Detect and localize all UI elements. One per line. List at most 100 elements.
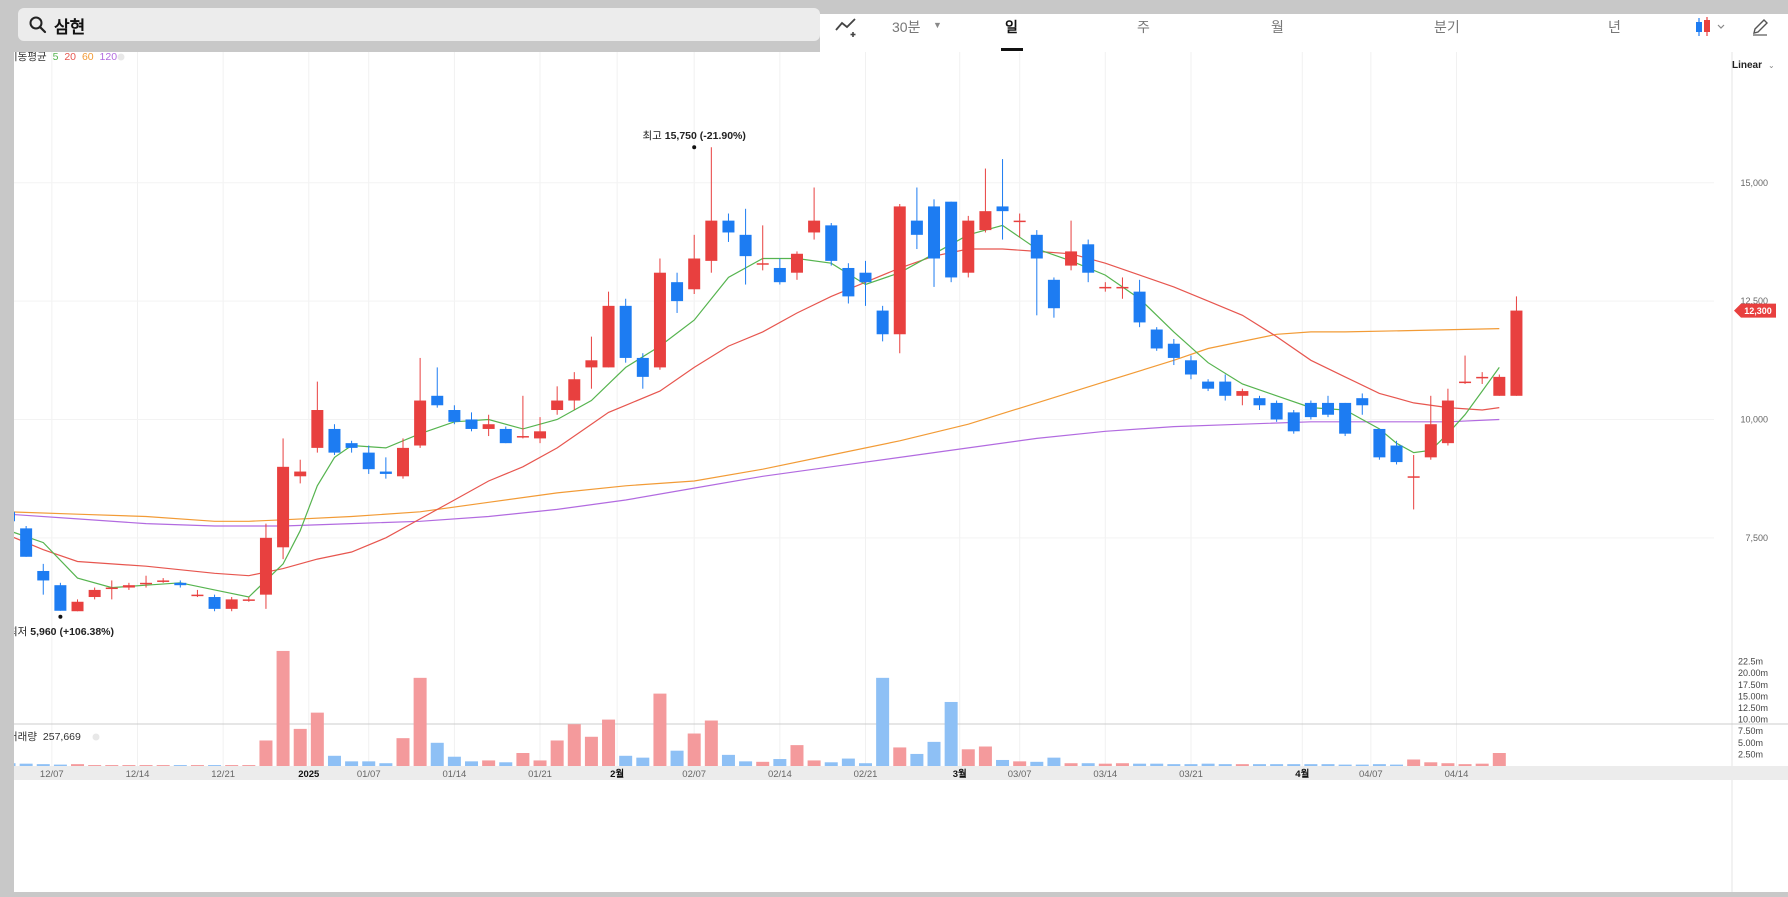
moving-average-lines [8,224,1500,598]
volume-bar [859,763,872,766]
volume-bar [430,742,444,766]
date-tick-label: 02/14 [768,769,792,780]
volume-bar [1355,764,1369,766]
volume-bar [910,753,924,766]
volume-bar [1372,764,1386,766]
candle-body [431,395,444,406]
volume-tick-label: 5.00m [1738,738,1763,748]
volume-bar [1167,764,1181,766]
price-tick-label: 12,500 [1740,296,1768,306]
volume-bar [619,755,633,766]
candle-body [653,272,666,368]
volume-bar [499,762,513,766]
ma-60-label: 60 [82,52,94,63]
candle-body [602,305,615,368]
chevron-down-icon: ▼ [933,20,942,30]
candle-body [808,220,821,233]
volume-bar [139,765,153,767]
candle-body [671,282,684,302]
price-tick-label: 7,500 [1745,533,1768,543]
volume-bar [824,762,838,766]
tab-month[interactable]: 월 [1271,19,1284,35]
tab-day[interactable]: 일 [1005,19,1018,35]
candle-body [1304,402,1317,418]
volume-bar [1064,763,1078,766]
volume-bar [310,712,324,766]
volume-bar [1081,763,1095,766]
interval-dropdown[interactable]: 30분 [892,19,921,35]
candle-body [140,582,153,585]
candle-body [1236,391,1249,396]
volume-bar [944,701,958,766]
candle-body [825,225,838,261]
candle-body [1510,310,1523,396]
volume-bar [88,765,102,767]
candle-body [20,528,33,557]
volume-bar [1115,763,1129,766]
volume-bar [482,760,496,766]
scale-dropdown-icon: ⌄ [1768,61,1775,70]
date-tick-label: 01/21 [528,769,552,780]
tab-quarter[interactable]: 분기 [1434,19,1460,35]
candle-body [1133,291,1146,323]
search-box[interactable]: 삼현 [18,8,820,41]
volume-bar [1287,764,1301,766]
candle-body [1150,329,1163,349]
ma-settings-icon[interactable] [117,53,125,61]
chart-type-icon[interactable] [1694,16,1728,38]
chart-area[interactable]: Linear ⌄ 이동평균 5 20 60 120 거래량 257,669 7,… [2,51,1788,892]
candle-body [465,419,478,429]
ma-120-label: 120 [100,52,118,63]
candle-body [482,424,495,429]
volume-bar [105,765,119,767]
volume-settings-icon[interactable] [92,733,100,741]
volume-bar [721,754,735,766]
price-volume-chart[interactable]: Linear ⌄ 이동평균 5 20 60 120 거래량 257,669 7,… [2,51,1788,892]
volume-bar [1150,763,1164,766]
candle-body [3,511,15,522]
tab-year[interactable]: 년 [1608,19,1621,35]
candle-body [1476,376,1489,379]
candle-body [225,599,238,609]
scale-label[interactable]: Linear [1732,60,1762,71]
date-tick-label: 01/14 [442,769,466,780]
volume-tick-label: 17.50m [1738,680,1768,690]
volume-tick-label: 10.00m [1738,715,1768,725]
candle-body [328,428,341,453]
volume-bar [2,763,16,766]
volume-bar [122,765,136,767]
candle-body [842,267,855,297]
volume-bar [704,720,718,766]
volume-bar [396,738,410,766]
candle-body [739,234,752,257]
candle-body [311,410,324,448]
candle-body [773,267,786,283]
candle-body [1424,424,1437,458]
volume-tick-label: 7.50m [1738,726,1763,736]
current-price-label: 12,300 [1744,306,1772,316]
candle-body [722,220,735,233]
candle-body [37,570,50,581]
ma120-line [8,418,1500,527]
volume-bar [602,719,616,766]
candle-body [1407,476,1420,478]
volume-bar [36,764,50,766]
pencil-icon[interactable] [1750,17,1770,37]
date-tick-label: 3월 [953,768,967,780]
candle-body [1322,402,1335,415]
volume-bar [447,756,461,766]
candle-body [448,410,461,422]
volume-bar [807,760,821,766]
volume-bar [173,765,187,767]
tab-week[interactable]: 주 [1137,19,1150,35]
volume-bar [413,677,427,766]
candle-body [534,431,547,439]
high-label: 최고 15,750 (-21.90%) [643,130,746,142]
drawing-tool-icon[interactable] [834,16,860,38]
date-tick-label: 01/07 [357,769,381,780]
candle-body [1030,234,1043,259]
volume-bar [996,759,1010,766]
candle-body [1253,398,1266,406]
volume-bar [1407,759,1421,766]
